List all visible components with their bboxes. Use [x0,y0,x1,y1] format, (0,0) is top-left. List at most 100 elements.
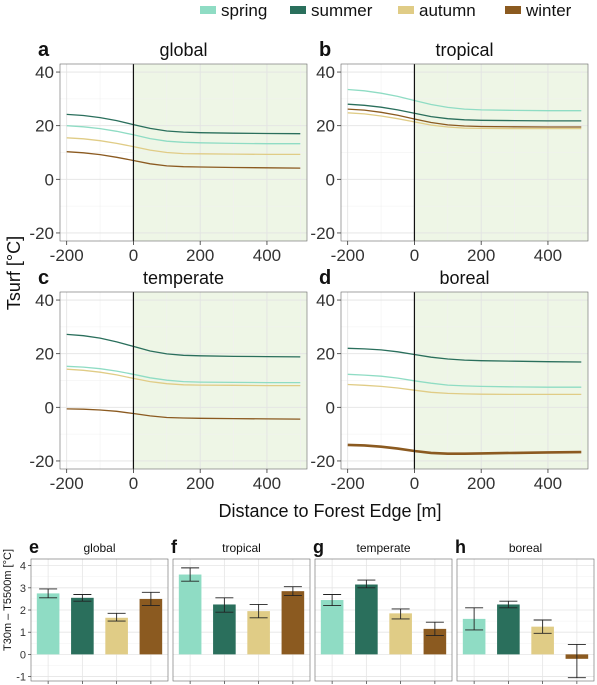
series-line-autumn [66,137,301,156]
series-line-spring [66,365,301,384]
bar-autumn [247,611,270,655]
plot-border [340,291,589,470]
y-tick-label: -20 [29,224,54,243]
x-tick-label: 200 [467,474,495,493]
top-x-axis-label: Distance to Forest Edge [m] [218,501,441,521]
series-line-autumn [66,368,301,387]
y-tick-label: 0 [326,398,335,417]
x-tick-label: 0 [129,474,138,493]
error-bar-autumn [107,612,126,622]
error-bar-winter [567,643,586,679]
panel-letter: a [38,39,50,61]
bar-winter [139,598,163,655]
legend-item-spring: spring [200,1,267,20]
bar-autumn [389,613,412,655]
y-tick-label: 20 [316,345,335,364]
panel-title: boreal [509,541,542,555]
series-line-spring [347,88,582,112]
y-tick-label: 4 [20,561,26,573]
y-tick-label: -20 [310,452,335,471]
panel-letter: f [171,537,178,557]
error-bar-autumn [533,619,552,634]
legend-label: summer [311,1,373,20]
plot-border [30,558,169,682]
panel-title: global [159,40,207,60]
y-tick-label: 0 [45,170,54,189]
x-tick-label: 400 [534,246,562,265]
y-tick-label: 40 [35,291,54,310]
panel-title: temperate [143,268,224,288]
plot-border [59,63,308,242]
legend-label: spring [221,1,267,20]
x-tick-label: -200 [331,246,365,265]
panel-f: f tropical [171,537,311,684]
x-tick-label: -200 [331,474,365,493]
panel-title: global [83,541,115,555]
legend-item-winter: winter [505,1,572,20]
bar-spring [462,618,486,655]
bar-winter [281,591,305,655]
series-line-autumn [347,112,582,130]
legend-label: winter [525,1,572,20]
bar-summer [355,584,378,655]
x-tick-label: 200 [186,474,214,493]
series-line-winter [347,443,582,455]
legend-label: autumn [419,1,476,20]
panel-letter: c [38,267,49,289]
legend-item-autumn: autumn [398,1,476,20]
x-tick-label: 200 [467,246,495,265]
y-tick-label: 0 [326,170,335,189]
x-tick-label: 400 [253,246,281,265]
series-line-spring [347,373,582,388]
series-line-spring [66,125,301,145]
x-tick-label: 0 [410,246,419,265]
bar-summer [213,604,236,655]
series-line-summer [66,113,301,135]
x-tick-label: 400 [534,474,562,493]
series-line-winter [66,408,301,420]
y-tick-label: 20 [35,345,54,364]
series-line-summer [66,333,301,358]
error-bar-summer [499,600,518,609]
series-line-summer [347,103,582,122]
series-line-winter [347,108,582,128]
y-tick-label: -20 [29,452,54,471]
bottom-y-axis-label: T30m – T5500m [°C] [2,549,14,651]
panel-title: tropical [435,40,493,60]
legend-swatch [290,6,306,14]
x-tick-label: -200 [50,246,84,265]
bar-summer [497,604,520,655]
x-tick-label: -200 [50,474,84,493]
bar-spring [178,574,202,655]
bar-spring [320,600,344,655]
y-tick-label: 40 [316,63,335,82]
error-bar-spring [465,607,484,631]
error-bar-autumn [249,604,268,619]
error-bar-spring [323,594,342,607]
panel-h: h boreal [455,537,595,684]
panel-title: tropical [222,541,261,555]
legend-item-summer: summer [290,1,373,20]
legend-swatch [505,6,521,14]
y-tick-label: 40 [35,63,54,82]
error-bar-winter [283,586,302,597]
bar-summer [71,597,94,655]
legend-swatch [398,6,414,14]
panel-letter: e [29,537,39,557]
y-tick-label: 2 [20,605,26,617]
y-tick-label: 1 [20,627,26,639]
plot-border [59,291,308,470]
panel-letter: b [319,39,331,61]
legend: spring summer autumn winter [200,1,572,20]
bar-spring [36,593,60,655]
error-bar-spring [181,567,200,582]
error-bar-spring [39,588,58,599]
y-tick-label: 20 [316,117,335,136]
panel-letter: g [313,537,324,557]
x-tick-label: 0 [410,474,419,493]
